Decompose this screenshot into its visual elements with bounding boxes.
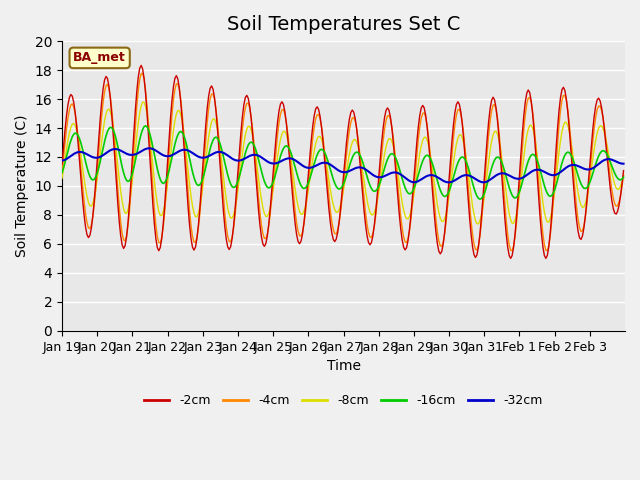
X-axis label: Time: Time xyxy=(326,359,360,373)
Title: Soil Temperatures Set C: Soil Temperatures Set C xyxy=(227,15,460,34)
Y-axis label: Soil Temperature (C): Soil Temperature (C) xyxy=(15,115,29,257)
Text: BA_met: BA_met xyxy=(74,51,126,64)
Legend: -2cm, -4cm, -8cm, -16cm, -32cm: -2cm, -4cm, -8cm, -16cm, -32cm xyxy=(140,389,548,412)
